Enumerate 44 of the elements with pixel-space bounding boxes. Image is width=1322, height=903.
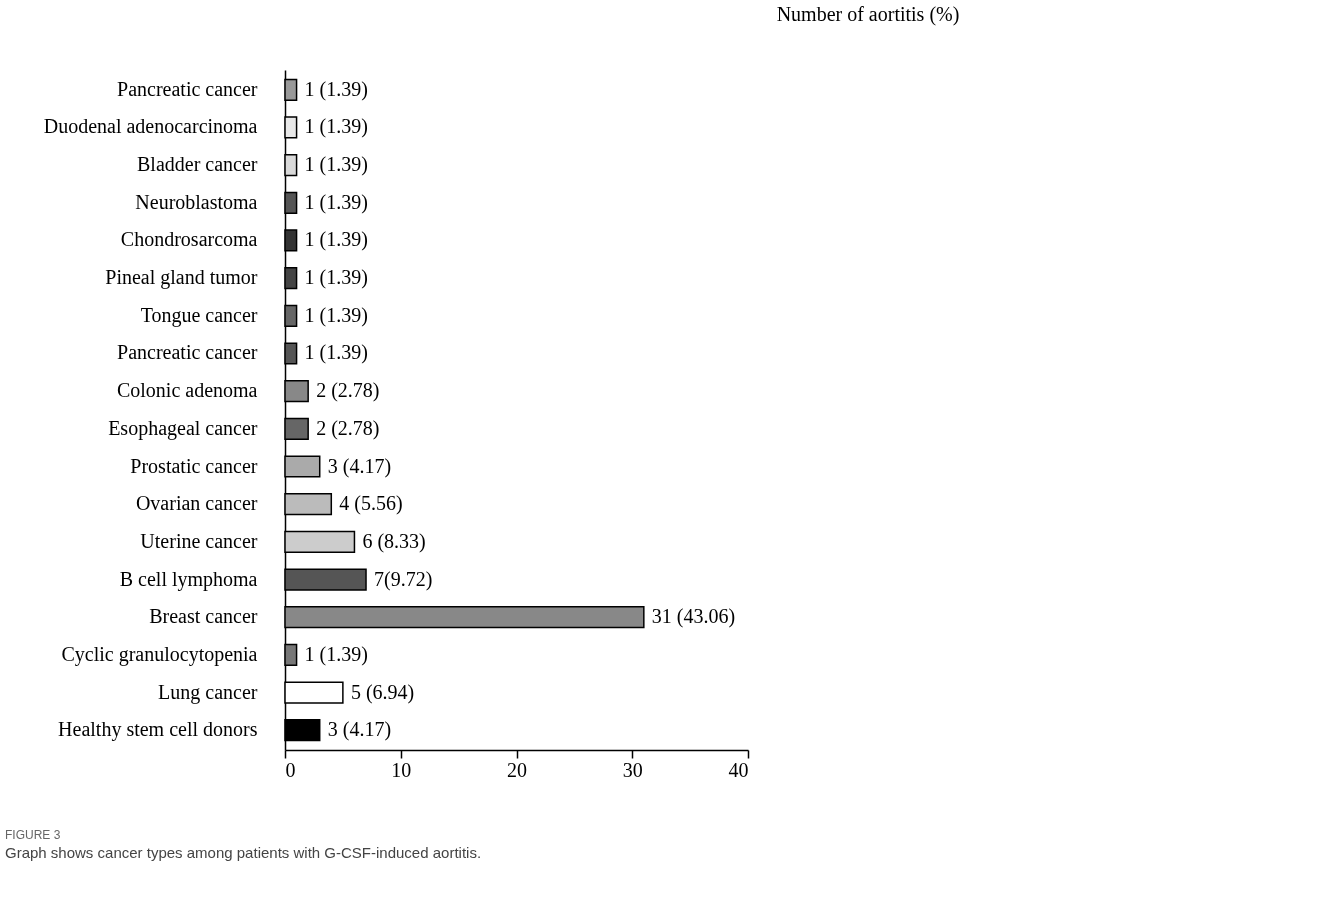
y-tick-label: Lung cancer [158, 680, 258, 704]
x-tick-label: 30 [622, 758, 643, 781]
y-tick-label: Prostatic cancer [130, 454, 258, 477]
data-label: 6 (8.33) [362, 529, 426, 553]
y-tick-label: Pancreatic cancer [117, 341, 258, 364]
data-label: 1 (1.39) [304, 341, 368, 365]
caption: FIGURE 3 [5, 828, 61, 842]
data-label: 7(9.72) [374, 567, 433, 591]
data-label: 1 (1.39) [304, 77, 368, 101]
y-tick-label: Colonic adenoma [116, 379, 258, 402]
data-label: 2 (2.78) [316, 379, 380, 403]
y-tick-label: Chondrosarcoma [120, 228, 258, 251]
data-label: 3 (4.17) [327, 718, 392, 742]
data-label: 5 (6.94) [350, 680, 415, 704]
text: Number of aortitis (%) [776, 3, 960, 26]
x-tick-label: 20 [507, 758, 527, 781]
data-label: 1 (1.39) [304, 190, 368, 214]
x-tick-label: 0 [285, 758, 296, 781]
y-tick-label: Pineal gland tumor [105, 266, 258, 290]
y-tick-label: Esophageal cancer [108, 416, 258, 440]
y-tick-label: Duodenal adenocarcinoma [43, 115, 258, 138]
y-tick-label: Ovarian cancer [135, 492, 258, 515]
text: Graph shows cancer types among patients with G-CSF-induced aortitis. [5, 844, 482, 861]
data-label: 1 (1.39) [304, 266, 368, 290]
x-tick-label: 10 [391, 758, 412, 781]
data-label: 1 (1.39) [304, 115, 368, 139]
y-tick-label: Cyclic granulocytopenia [61, 642, 258, 666]
y-tick-label: Pancreatic cancer [117, 77, 258, 100]
y-tick-label: Breast cancer [149, 605, 258, 628]
y-tick-label: Tongue cancer [140, 303, 258, 327]
data-label: 31 (43.06) [651, 605, 736, 629]
data-label: 1 (1.39) [304, 642, 368, 666]
data-label: 1 (1.39) [304, 228, 368, 252]
data-label: 1 (1.39) [304, 153, 368, 177]
y-tick-label: Healthy stem cell donors [58, 718, 258, 742]
data-label: 1 (1.39) [304, 303, 368, 327]
y-tick-label: B cell lymphoma [119, 567, 258, 591]
y-tick-label: Bladder cancer [137, 153, 258, 176]
data-label: 4 (5.56) [339, 492, 403, 516]
x-tick-label: 40 [728, 758, 749, 781]
y-tick-label: Neuroblastoma [135, 190, 258, 213]
data-label: 2 (2.78) [316, 416, 380, 440]
y-tick-label: Uterine cancer [140, 529, 258, 552]
data-label: 3 (4.17) [327, 454, 392, 478]
